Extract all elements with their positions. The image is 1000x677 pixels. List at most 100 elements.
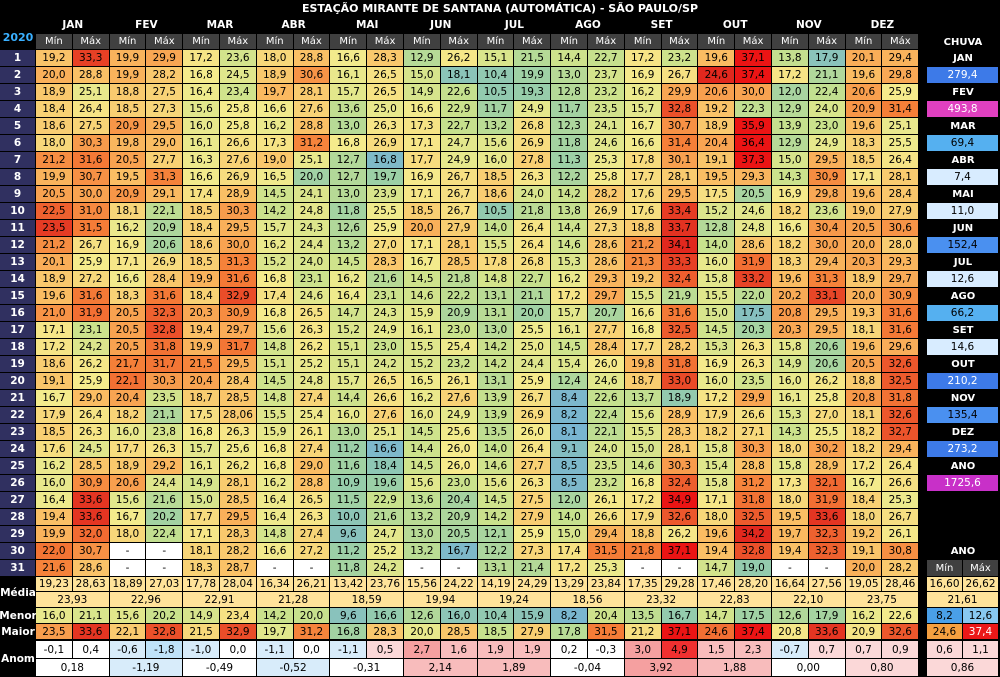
chuva-value: 152,4	[927, 237, 999, 254]
data-cell: 24,2	[367, 560, 404, 577]
data-cell: 28,3	[220, 526, 257, 543]
data-cell: 31,2	[735, 475, 772, 492]
data-cell: 23,5	[588, 101, 625, 118]
anom-cell: 0,9	[882, 641, 920, 659]
day-label: 19	[0, 356, 36, 373]
data-cell: 19,2	[845, 526, 883, 543]
data-cell: 24,2	[367, 356, 404, 373]
data-cell: 19,9	[109, 50, 147, 67]
data-cell: 20,3	[845, 254, 883, 271]
data-cell: 16,7	[36, 390, 73, 407]
data-cell: 26,0	[514, 424, 552, 441]
data-cell: 15,7	[330, 84, 368, 101]
day-label: 7	[0, 152, 36, 169]
ano-media-max: 26,62	[963, 577, 999, 592]
data-cell: 26,6	[367, 390, 404, 407]
month-header: MAR	[206, 19, 234, 31]
data-cell: 18,9	[36, 271, 73, 288]
data-cell: 27,3	[514, 543, 552, 560]
data-cell: 14,5	[256, 373, 294, 390]
data-cell: 25,5	[882, 135, 920, 152]
data-cell: 28,6	[735, 237, 772, 254]
menor-cell: 14,9	[183, 608, 220, 624]
data-cell: 20,0	[845, 560, 883, 577]
data-cell: 21,6	[36, 560, 73, 577]
ano-min-header: Mín	[927, 560, 963, 577]
data-cell: 15,2	[404, 356, 441, 373]
data-cell: 24,0	[588, 441, 625, 458]
data-cell: 25,9	[514, 526, 552, 543]
data-cell: 33,1	[808, 288, 846, 305]
data-cell: 11,8	[330, 560, 368, 577]
data-cell: 14,4	[551, 50, 588, 67]
data-cell: 25,6	[220, 441, 257, 458]
data-cell: 19,4	[772, 543, 809, 560]
day-label: 20	[0, 373, 36, 390]
data-cell: 21,2	[36, 152, 73, 169]
data-cell: 15,1	[330, 356, 368, 373]
data-cell: 22,5	[36, 203, 73, 220]
chuva-month-label: OUT	[951, 359, 975, 370]
data-cell: 30,7	[72, 543, 110, 560]
data-cell: 28,2	[220, 543, 257, 560]
menor-cell: 21,1	[72, 608, 110, 624]
menor-cell: 14,2	[256, 608, 294, 624]
anom-cell: -1,8	[146, 641, 184, 659]
data-cell: 8,4	[551, 390, 588, 407]
data-cell: 18,7	[624, 373, 662, 390]
data-cell: 29,0	[293, 458, 331, 475]
data-cell: 17,2	[551, 560, 588, 577]
menor-cell: 16,6	[367, 608, 404, 624]
data-cell: 17,6	[624, 186, 662, 203]
data-cell: 19,2	[624, 271, 662, 288]
anom-avg-cell: 2,14	[404, 659, 478, 677]
table-title: ESTAÇÃO MIRANTE DE SANTANA (AUTOMÁTICA) …	[301, 1, 699, 15]
data-cell: 16,2	[624, 84, 662, 101]
data-cell: 23,1	[367, 288, 404, 305]
chuva-month-label: NOV	[950, 393, 976, 404]
data-cell: 31,6	[72, 288, 110, 305]
data-cell: 16,1	[551, 322, 588, 339]
data-cell: 31,8	[146, 339, 184, 356]
data-cell: 21,5	[183, 356, 220, 373]
data-cell: 19,8	[109, 135, 147, 152]
data-cell: 26,9	[588, 203, 625, 220]
data-cell: 24,6	[698, 67, 736, 84]
data-cell: 14,9	[183, 475, 220, 492]
data-cell: 29,4	[882, 441, 920, 458]
data-cell: 13,1	[477, 305, 515, 322]
data-cell: 15,3	[772, 407, 809, 424]
data-cell: 17,1	[404, 237, 441, 254]
data-cell: 24,8	[293, 373, 331, 390]
data-cell: 12,9	[772, 101, 809, 118]
day-label: 28	[0, 509, 36, 526]
data-cell: 30,8	[882, 543, 920, 560]
ano-media-avg: 21,61	[927, 592, 999, 608]
day-label: 26	[0, 475, 36, 492]
media-cell: 28,46	[882, 577, 920, 592]
data-cell: 29,3	[588, 271, 625, 288]
data-cell: 27,9	[882, 203, 920, 220]
media-cell: 23,76	[367, 577, 404, 592]
data-cell: 18,2	[772, 203, 809, 220]
data-cell: 23,9	[367, 186, 404, 203]
data-cell: 18,1	[183, 543, 220, 560]
month-header: SET	[650, 19, 673, 31]
data-cell: 16,0	[772, 373, 809, 390]
data-cell: 20,9	[845, 101, 883, 118]
data-cell: 13,2	[404, 543, 441, 560]
anom-cell: 0,5	[367, 641, 404, 659]
data-cell: 16,0	[183, 118, 220, 135]
data-cell: 21,1	[146, 407, 184, 424]
data-cell: 18,6	[36, 118, 73, 135]
data-cell: 28,8	[293, 118, 331, 135]
data-cell: 15,5	[624, 424, 662, 441]
data-cell: 25,4	[293, 407, 331, 424]
data-cell: 27,3	[588, 220, 625, 237]
data-cell: 12,3	[551, 118, 588, 135]
data-cell: 14,3	[772, 424, 809, 441]
data-cell: 30,1	[661, 152, 699, 169]
data-cell: 21,6	[146, 492, 184, 509]
data-cell: 19,0	[735, 560, 772, 577]
maior-cell: 32,6	[882, 624, 920, 640]
